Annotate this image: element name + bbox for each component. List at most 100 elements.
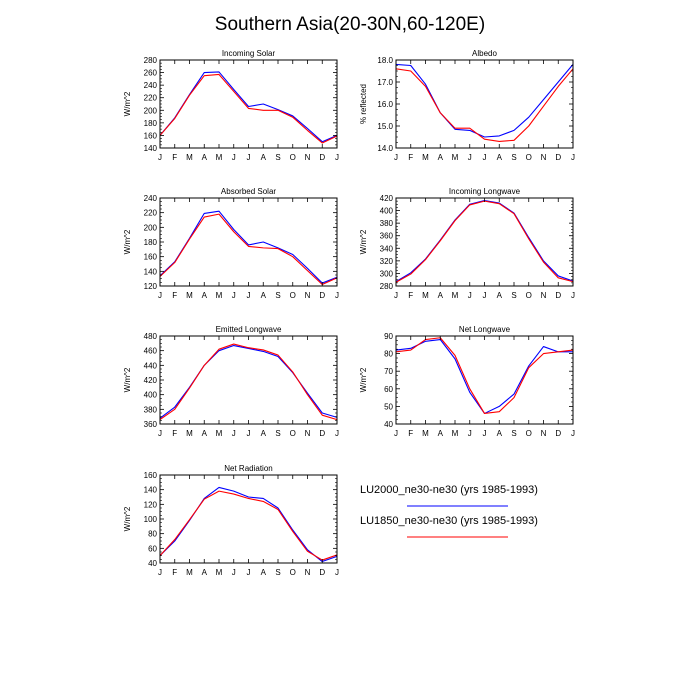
y-axis-label: % reflected [359, 84, 368, 124]
x-tick-label: S [511, 153, 516, 162]
x-tick-label: A [261, 291, 267, 300]
x-tick-label: M [422, 153, 429, 162]
legend: LU2000_ne30-ne30 (yrs 1985-1993) LU1850_n… [360, 484, 538, 538]
y-axis-label: W/m^2 [123, 229, 132, 254]
y-tick-label: 70 [384, 367, 393, 376]
panel-title: Net Longwave [459, 325, 511, 334]
x-tick-label: D [319, 153, 325, 162]
x-tick-label: J [247, 568, 251, 577]
y-tick-label: 180 [144, 119, 158, 128]
x-tick-label: O [290, 429, 296, 438]
series-line-lu1850 [395, 68, 574, 142]
x-tick-label: J [483, 153, 487, 162]
series-line-lu2000 [395, 63, 574, 138]
y-tick-label: 16.0 [377, 100, 393, 109]
y-tick-label: 420 [144, 376, 158, 385]
panel-title: Albedo [472, 49, 497, 58]
x-tick-label: M [216, 153, 223, 162]
x-tick-label: A [261, 568, 267, 577]
y-tick-label: 80 [384, 350, 393, 359]
y-tick-label: 50 [384, 402, 393, 411]
series-line-lu1850 [159, 490, 338, 561]
panel-title: Net Radiation [224, 464, 272, 473]
x-tick-label: A [261, 153, 267, 162]
x-tick-label: N [541, 429, 547, 438]
y-tick-label: 280 [144, 56, 158, 65]
y-tick-label: 14.0 [377, 144, 393, 153]
x-tick-label: J [394, 153, 398, 162]
x-tick-label: J [468, 291, 472, 300]
x-tick-label: J [158, 429, 162, 438]
x-tick-label: F [172, 568, 177, 577]
x-tick-label: J [468, 153, 472, 162]
plot-frame [395, 197, 574, 287]
x-tick-label: D [319, 568, 325, 577]
y-tick-label: 280 [380, 282, 394, 291]
x-tick-label: N [305, 153, 311, 162]
y-tick-label: 300 [380, 269, 394, 278]
x-tick-label: A [497, 153, 503, 162]
x-tick-label: J [247, 153, 251, 162]
x-tick-label: J [483, 291, 487, 300]
x-tick-label: J [335, 568, 339, 577]
x-tick-label: A [261, 429, 267, 438]
x-tick-label: N [305, 429, 311, 438]
x-tick-label: S [275, 568, 280, 577]
x-tick-label: J [571, 429, 575, 438]
y-axis-label: W/m^2 [359, 367, 368, 392]
x-tick-label: J [335, 153, 339, 162]
x-tick-label: D [555, 153, 561, 162]
x-tick-label: J [232, 291, 236, 300]
x-tick-label: F [172, 153, 177, 162]
y-tick-label: 40 [384, 420, 393, 429]
y-tick-label: 140 [144, 144, 158, 153]
x-tick-label: J [232, 153, 236, 162]
y-tick-label: 420 [380, 194, 394, 203]
x-tick-label: N [541, 153, 547, 162]
y-tick-label: 480 [144, 332, 158, 341]
x-tick-label: S [275, 429, 280, 438]
panel-title: Incoming Solar [222, 49, 276, 58]
x-tick-label: A [438, 291, 444, 300]
x-tick-label: M [422, 429, 429, 438]
x-tick-label: O [290, 568, 296, 577]
legend-label: LU2000_ne30-ne30 (yrs 1985-1993) [360, 484, 538, 496]
y-tick-label: 40 [148, 559, 157, 568]
x-tick-label: F [408, 429, 413, 438]
x-tick-label: J [247, 429, 251, 438]
series-line-lu1850 [159, 73, 338, 144]
x-tick-label: N [305, 568, 311, 577]
series-line-lu2000 [159, 344, 338, 419]
panel-title: Absorbed Solar [221, 187, 276, 196]
y-tick-label: 320 [380, 257, 394, 266]
x-tick-label: D [555, 429, 561, 438]
series-line-lu1850 [159, 343, 338, 421]
x-tick-label: S [275, 153, 280, 162]
x-tick-label: J [158, 568, 162, 577]
x-tick-label: D [319, 429, 325, 438]
y-tick-label: 360 [144, 420, 158, 429]
series-line-lu2000 [159, 210, 338, 284]
legend-label: LU1850_ne30-ne30 (yrs 1985-1993) [360, 515, 538, 527]
y-tick-label: 360 [380, 232, 394, 241]
y-tick-label: 140 [144, 267, 158, 276]
x-tick-label: J [571, 153, 575, 162]
y-tick-label: 60 [384, 385, 393, 394]
x-tick-label: A [202, 568, 208, 577]
x-tick-label: M [186, 153, 193, 162]
x-tick-label: O [526, 153, 532, 162]
x-tick-label: D [555, 291, 561, 300]
y-tick-label: 120 [144, 282, 158, 291]
x-tick-label: F [172, 291, 177, 300]
x-tick-label: M [216, 429, 223, 438]
plot-frame [395, 335, 574, 425]
x-tick-label: M [422, 291, 429, 300]
series-line-lu1850 [395, 337, 574, 414]
x-tick-label: J [394, 291, 398, 300]
x-tick-label: M [186, 291, 193, 300]
x-tick-label: J [335, 291, 339, 300]
